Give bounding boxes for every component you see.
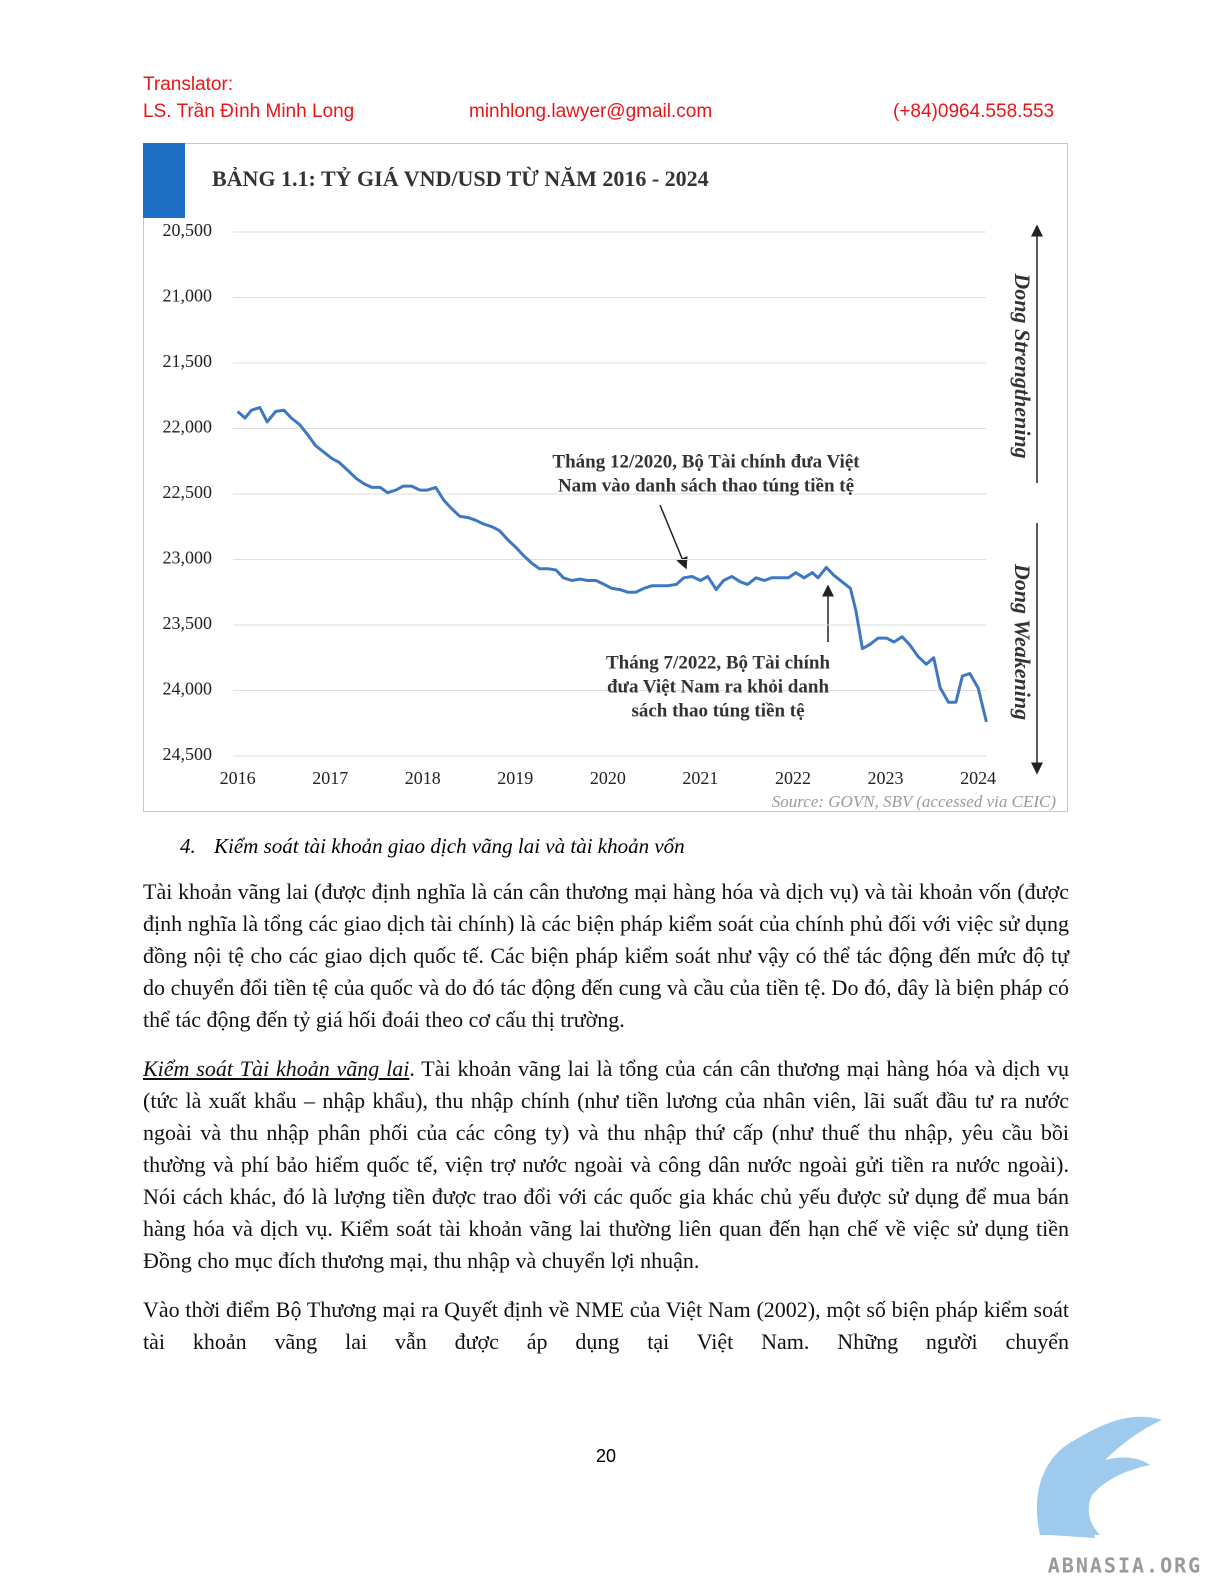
translator-name: LS. Trần Đình Minh Long [143, 101, 355, 122]
side-label: Dong Strengthening [1010, 272, 1035, 458]
paragraph-lead: Kiểm soát Tài khoản vãng lai [143, 1056, 410, 1081]
x-tick-label: 2017 [312, 768, 348, 788]
x-tick-label: 2019 [497, 768, 533, 788]
annotation: sách thao túng tiền tệ [631, 700, 804, 721]
annotation: Tháng 12/2020, Bộ Tài chính đưa Việt [552, 451, 860, 472]
paragraph: Tài khoản vãng lai (được định nghĩa là c… [143, 879, 1069, 1032]
x-tick-label: 2024 [960, 768, 996, 788]
y-tick-label: 24,500 [163, 744, 213, 764]
annotation: Tháng 7/2022, Bộ Tài chính [606, 652, 830, 673]
chart-frame [143, 143, 1068, 812]
title-block [143, 143, 185, 218]
chart-title: BẢNG 1.1: TỶ GIÁ VND/USD TỪ NĂM 2016 - 2… [212, 166, 709, 191]
paragraph: Vào thời điểm Bộ Thương mại ra Quyết địn… [143, 1297, 1069, 1354]
line-series [236, 406, 988, 723]
x-tick-label: 2016 [220, 768, 256, 788]
annotation: Nam vào danh sách thao túng tiền tệ [558, 475, 854, 496]
section-title: Kiểm soát tài khoản giao dịch vãng lai v… [214, 834, 685, 858]
y-tick-label: 24,000 [163, 679, 213, 699]
annotation: đưa Việt Nam ra khỏi danh [607, 676, 829, 697]
watermark-text: ABNASIA.ORG [1048, 1554, 1202, 1578]
x-tick-label: 2020 [590, 768, 626, 788]
paragraph-text: . Tài khoản vãng lai là tổng của cán cân… [143, 1056, 1070, 1273]
body-text: Tài khoản vãng lai (được định nghĩa là c… [143, 876, 1069, 1375]
y-tick-label: 23,500 [163, 613, 213, 633]
x-tick-label: 2021 [682, 768, 718, 788]
translator-phone: (+84)0964.558.553 [893, 101, 1055, 122]
y-tick-label: 21,000 [163, 286, 213, 306]
x-tick-label: 2018 [405, 768, 441, 788]
watermark-logo [1036, 1416, 1162, 1538]
translator-email: minhlong.lawyer@gmail.com [469, 101, 713, 122]
translator-label: Translator: [143, 74, 234, 95]
section-number: 4. [180, 834, 196, 858]
y-tick-label: 20,500 [163, 220, 213, 240]
y-tick-label: 21,500 [163, 351, 213, 371]
x-tick-label: 2023 [868, 768, 904, 788]
chart-source: Source: GOVN, SBV (accessed via CEIC) [772, 792, 1057, 811]
section-heading: 4. Kiểm soát tài khoản giao dịch vãng lai… [180, 834, 685, 859]
y-tick-label: 22,500 [163, 482, 213, 502]
page-number: 20 [595, 1446, 617, 1466]
y-tick-label: 22,000 [163, 417, 213, 437]
paragraph: Kiểm soát Tài khoản vãng lai. Tài khoản … [143, 1053, 1069, 1277]
annotation-arrow [659, 504, 688, 570]
side-label: Dong Weakening [1010, 563, 1035, 720]
y-tick-label: 23,000 [163, 548, 213, 568]
x-tick-label: 2022 [775, 768, 811, 788]
